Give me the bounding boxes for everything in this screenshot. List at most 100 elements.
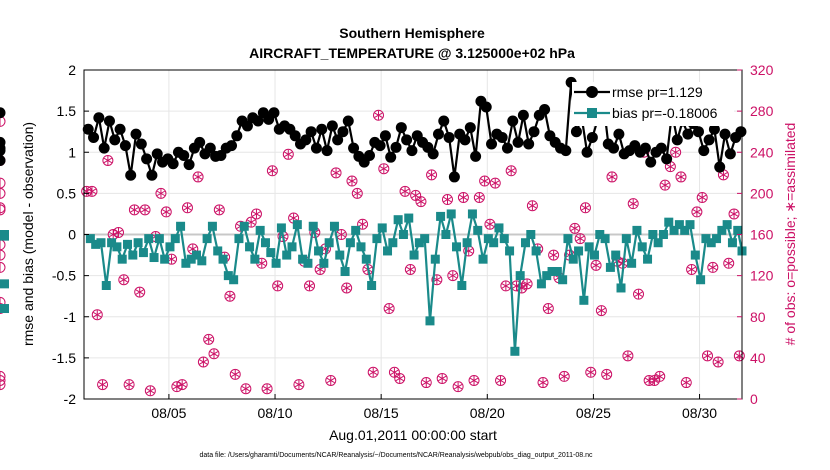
rmse-point [560,145,572,157]
obs-count-point [134,286,146,298]
rmse-point [241,120,253,132]
left-tick-label: 0 [68,227,76,243]
bias-point [733,225,743,235]
rmse-point [337,126,349,138]
obs-possible-marker [0,261,6,273]
obs-assimilated-marker [597,307,606,314]
bias-point [181,258,191,268]
bias-point [701,234,711,244]
right-tick-label: 0 [750,391,758,407]
obs-possible-marker [670,146,682,158]
obs-assimilated-marker [724,260,733,266]
legend-entry-rmse: rmse pr=1.129 [574,84,703,100]
rmse-point [183,159,195,171]
bias-point [627,258,637,268]
obs-count-point [128,204,140,216]
obs-count-point [0,177,6,189]
bias-point [170,234,180,244]
left-tick-label: 1 [68,144,76,160]
rmse-point [390,141,402,153]
obs-count-point [680,377,692,389]
obs-assimilated-marker [124,381,134,388]
obs-assimilated-marker [188,246,197,252]
bias-point [489,238,499,248]
obs-possible-marker [0,239,6,251]
obs-assimilated-marker [252,211,261,217]
obs-assimilated-marker [146,388,155,394]
bias-point [138,248,148,258]
legend-bias-label: bias pr=-0.18006 [612,105,718,121]
obs-assimilated-marker [443,196,452,203]
bias-point [345,238,355,248]
rmse-point [316,123,328,135]
obs-assimilated-marker [231,371,240,378]
right-tick-label: 200 [750,185,774,201]
right-tick-label: 120 [750,268,774,284]
obs-possible-marker [399,185,411,197]
bias-point [0,304,9,314]
left-tick-label: -2 [64,391,77,407]
bias-point [462,238,472,248]
rmse-point [581,146,593,158]
obs-count-point [399,185,411,197]
bias-point [367,280,377,290]
obs-assimilated-marker [676,174,686,180]
obs-count-point [579,202,591,214]
rmse-point [151,148,163,160]
rmse-point [682,128,694,140]
obs-count-point [272,280,284,292]
obs-assimilated-marker [698,194,707,201]
left-tick-label: -1 [64,309,77,325]
obs-possible-marker [579,202,591,214]
obs-assimilated-marker [427,172,436,178]
bias-point [727,238,737,248]
obs-possible-marker [431,274,443,286]
obs-count-point [574,233,586,245]
obs-count-point [468,374,480,386]
legend: rmse pr=1.129 bias pr=-0.18006 [572,82,734,126]
obs-count-point [633,288,645,300]
obs-possible-marker [627,198,639,210]
obs-possible-marker [723,257,735,269]
rmse-point [305,126,317,138]
obs-assimilated-marker [156,190,166,197]
obs-count-point [192,171,204,183]
obs-assimilated-marker [326,377,335,384]
rmse-point [613,128,625,140]
bias-point [520,238,530,248]
obs-assimilated-marker [416,198,426,205]
rmse-point [698,145,710,157]
rmse-point [130,128,142,140]
rmse-point [406,145,418,157]
obs-possible-marker [585,366,597,378]
bias-point [494,223,504,233]
bias-point [478,254,488,264]
bias-point [218,254,228,264]
obs-count-point [0,261,6,273]
rmse-point [724,148,736,160]
obs-possible-marker [622,350,634,362]
bias-point [483,234,493,244]
obs-assimilated-marker [294,381,304,388]
bias-point [621,234,631,244]
rmse-point [480,101,492,113]
obs-count-point [203,333,215,345]
obs-possible-marker [495,374,507,386]
rmse-point [119,140,131,152]
bias-point [526,230,536,239]
rmse-point [363,150,375,162]
obs-assimilated-marker [342,285,351,291]
rmse-point [135,138,147,150]
obs-count-point [0,296,6,308]
obs-assimilated-marker [268,168,277,174]
obs-assimilated-marker [496,377,505,384]
obs-possible-marker [272,280,284,292]
obs-possible-marker [229,368,241,380]
rmse-point [448,171,460,183]
obs-possible-marker [675,171,687,183]
obs-count-point [139,204,151,216]
obs-count-point [686,263,698,275]
obs-possible-marker [139,204,151,216]
obs-count-point [224,290,236,302]
obs-count-point [208,348,220,360]
